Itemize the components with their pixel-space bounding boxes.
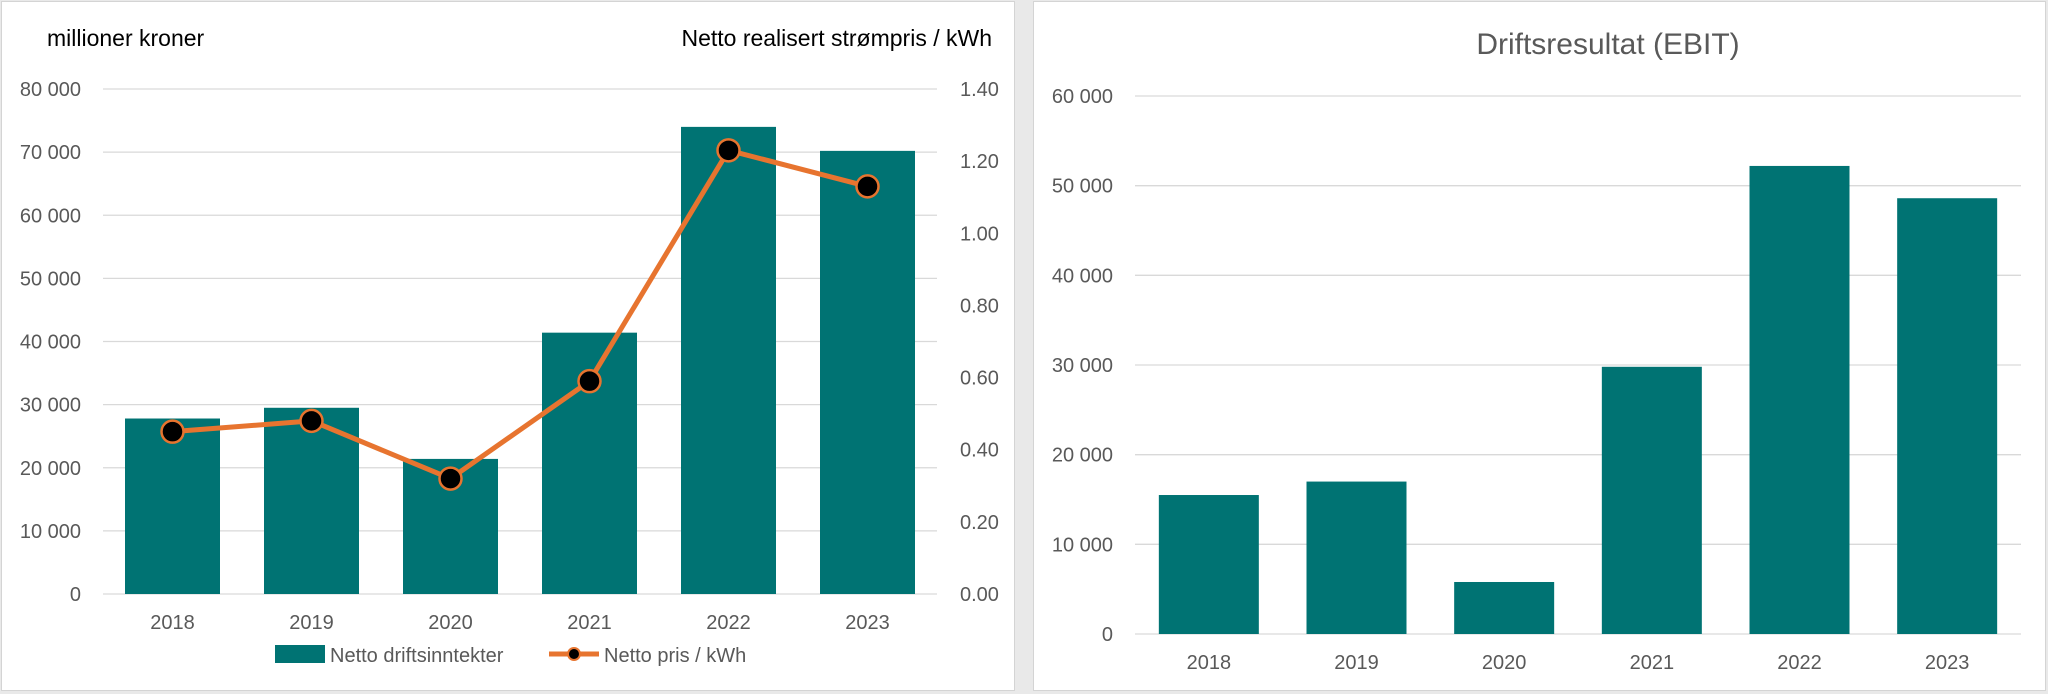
bar <box>264 407 359 594</box>
y-left-tick-label: 50 000 <box>20 268 81 290</box>
price-point <box>855 174 880 199</box>
x-tick-label: 2022 <box>706 612 751 634</box>
y-tick-label: 20 000 <box>1052 445 1113 467</box>
bar <box>1306 481 1407 634</box>
bar <box>1454 581 1555 634</box>
y-left-tick-label: 60 000 <box>20 205 81 227</box>
y-right-unit-label: Netto realisert strømpris / kWh <box>681 25 992 51</box>
price-point <box>299 408 324 434</box>
chart-title: Driftsresultat (EBIT) <box>1476 28 1739 61</box>
y-left-tick-label: 0 <box>70 584 81 606</box>
x-tick-label: 2019 <box>289 612 334 634</box>
bar <box>820 150 915 595</box>
legend-swatch-marker <box>567 647 581 661</box>
bar <box>1601 366 1702 634</box>
y-right-tick-label: 1.00 <box>960 223 999 245</box>
y-right-tick-label: 1.20 <box>960 151 999 173</box>
y-left-tick-label: 80 000 <box>20 79 81 101</box>
y-left-tick-label: 20 000 <box>20 458 81 480</box>
y-left-tick-label: 10 000 <box>20 521 81 543</box>
y-right-tick-label: 0.00 <box>960 584 999 606</box>
x-tick-label: 2018 <box>150 612 195 634</box>
x-tick-label: 2022 <box>1777 652 1822 674</box>
y-right-tick-label: 0.80 <box>960 295 999 317</box>
bar <box>1897 198 1998 634</box>
y-left-tick-label: 70 000 <box>20 142 81 164</box>
legend: Netto driftsinntekter Netto pris / kWh <box>275 645 746 667</box>
y-tick-label: 30 000 <box>1052 355 1113 377</box>
x-tick-label: 2023 <box>1925 652 1970 674</box>
y-tick-label: 50 000 <box>1052 176 1113 198</box>
x-tick-label: 2021 <box>1630 652 1675 674</box>
legend-swatch-bar <box>275 645 325 663</box>
y-tick-label: 40 000 <box>1052 265 1113 287</box>
ebit-chart: Driftsresultat (EBIT) 0 10 000 20 000 30 00… <box>1052 28 2021 674</box>
revenue-price-chart-panel: millioner kroner Netto realisert strømpr… <box>1 1 1015 691</box>
x-tick-label: 2020 <box>1482 652 1527 674</box>
bar <box>1749 165 1850 634</box>
y-right-tick-label: 0.60 <box>960 368 999 390</box>
x-tick-label: 2021 <box>567 612 612 634</box>
y-tick-label: 10 000 <box>1052 534 1113 556</box>
price-point <box>577 368 602 394</box>
y-left-unit-label: millioner kroner <box>47 25 205 51</box>
y-left-tick-label: 40 000 <box>20 332 81 354</box>
legend-label-bar: Netto driftsinntekter <box>330 645 504 667</box>
x-tick-label: 2018 <box>1187 652 1232 674</box>
y-right-tick-label: 1.40 <box>960 79 999 101</box>
bar <box>681 126 776 594</box>
revenue-price-chart: millioner kroner Netto realisert strømpr… <box>20 25 999 667</box>
y-right-tick-label: 0.20 <box>960 512 999 534</box>
x-tick-label: 2019 <box>1334 652 1379 674</box>
bar <box>125 418 220 594</box>
price-line <box>172 147 869 482</box>
x-tick-label: 2020 <box>428 612 473 634</box>
price-point <box>160 419 185 444</box>
y-left-tick-label: 30 000 <box>20 395 81 417</box>
legend-label-line: Netto pris / kWh <box>604 645 746 667</box>
y-tick-label: 0 <box>1102 624 1113 646</box>
y-right-tick-label: 0.40 <box>960 440 999 462</box>
ebit-chart-panel: Driftsresultat (EBIT) 0 10 000 20 000 30 00… <box>1033 1 2046 691</box>
price-point <box>438 466 463 491</box>
y-tick-label: 60 000 <box>1052 86 1113 108</box>
price-point <box>716 138 741 163</box>
bar <box>1158 495 1259 634</box>
x-tick-label: 2023 <box>845 612 890 634</box>
